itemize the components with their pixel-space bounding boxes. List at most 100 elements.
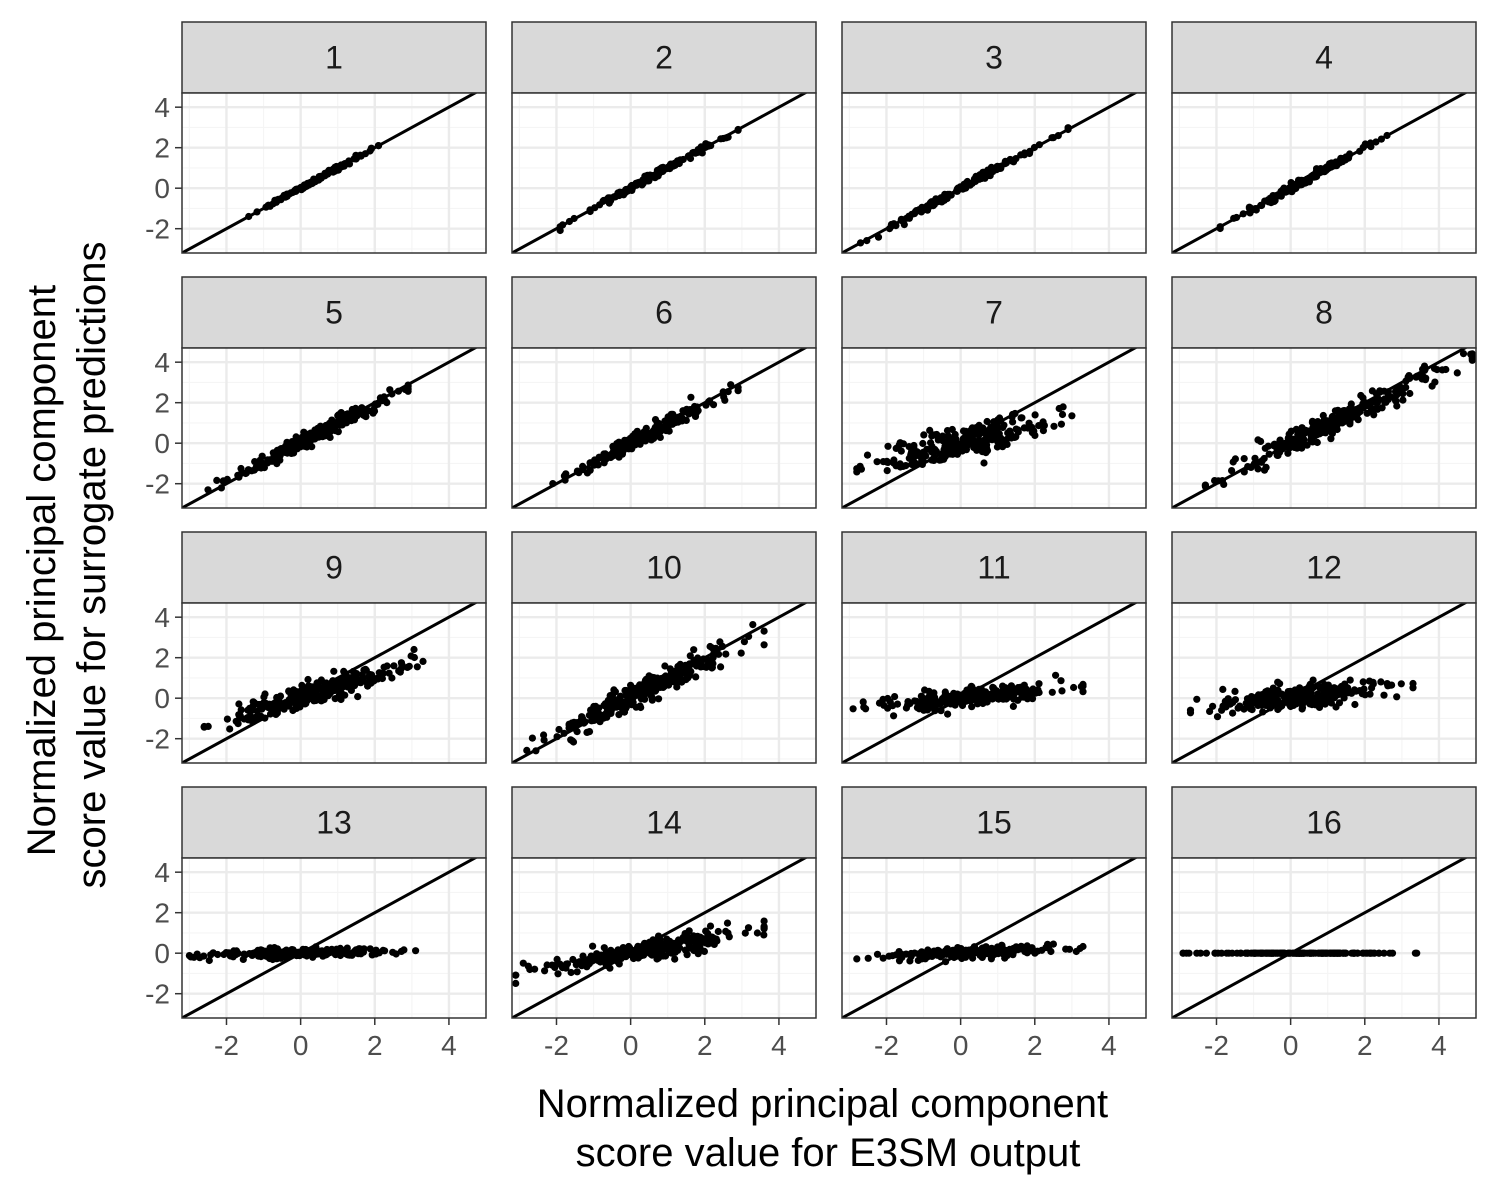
data-point — [313, 679, 321, 688]
data-point — [613, 956, 621, 964]
data-point — [589, 708, 597, 716]
data-point — [609, 948, 617, 956]
data-point — [290, 686, 298, 694]
data-point — [213, 476, 221, 484]
data-point — [1411, 949, 1419, 957]
data-point — [1230, 214, 1238, 222]
data-point — [1284, 949, 1292, 957]
y-tick-label: 4 — [154, 602, 170, 633]
x-axis-title-line-2: score value for E3SM output — [576, 1131, 1081, 1175]
data-point — [927, 439, 935, 447]
data-point — [209, 949, 217, 957]
y-axis-title-line-1: Normalized principal component — [20, 285, 64, 856]
data-point — [968, 703, 976, 711]
facet-panel-7: 7 — [841, 276, 1147, 509]
facet-strip-label: 12 — [1306, 550, 1342, 586]
data-point — [687, 393, 695, 401]
data-point — [1346, 413, 1354, 421]
x-tick-label: 2 — [697, 1030, 713, 1061]
data-point — [322, 421, 330, 430]
facet-strip — [511, 531, 817, 604]
data-point — [1079, 688, 1087, 696]
data-point — [692, 673, 700, 681]
data-point — [884, 442, 892, 450]
data-point — [1286, 687, 1294, 695]
data-point — [1001, 157, 1009, 165]
facet-panel-1: 1 -2 0 2 4 — [145, 21, 487, 254]
data-point — [690, 943, 699, 952]
data-point — [330, 667, 338, 675]
data-point — [691, 658, 699, 666]
data-point — [996, 440, 1004, 448]
data-point — [898, 950, 906, 959]
data-point — [863, 451, 872, 459]
data-point — [1245, 203, 1253, 211]
data-point — [1303, 685, 1312, 693]
data-point — [724, 929, 732, 937]
plot-area — [182, 93, 486, 253]
facet-strip-label: 8 — [1315, 295, 1333, 331]
data-point — [308, 179, 316, 188]
data-point — [659, 952, 667, 960]
data-point — [938, 194, 947, 202]
data-point — [1286, 185, 1294, 193]
data-point — [412, 947, 420, 955]
data-point — [675, 672, 683, 681]
data-point — [356, 678, 364, 687]
data-point — [1254, 436, 1262, 444]
data-point — [926, 951, 934, 960]
data-point — [1335, 949, 1343, 957]
data-point — [360, 666, 368, 674]
data-point — [1399, 396, 1407, 404]
data-point — [553, 733, 561, 741]
data-point — [661, 662, 669, 670]
data-point — [354, 950, 362, 958]
data-point — [1260, 466, 1269, 474]
data-point — [1009, 702, 1018, 711]
data-point — [1039, 418, 1047, 426]
data-point — [949, 447, 957, 455]
y-tick-label: 4 — [154, 92, 170, 123]
data-point — [695, 146, 703, 154]
data-point — [689, 932, 698, 940]
data-point — [298, 681, 306, 690]
data-point — [929, 202, 937, 210]
data-point — [617, 947, 625, 955]
data-point — [601, 700, 610, 708]
data-point — [723, 919, 732, 927]
data-point — [512, 971, 520, 979]
data-point — [1010, 695, 1018, 703]
data-point — [583, 469, 592, 477]
data-point — [939, 437, 947, 445]
data-point — [669, 160, 677, 168]
data-point — [674, 662, 682, 671]
data-point — [1380, 691, 1388, 699]
data-point — [1371, 405, 1379, 413]
data-point — [1405, 373, 1413, 381]
data-point — [1240, 455, 1248, 463]
data-point — [1206, 707, 1214, 716]
data-point — [734, 126, 742, 134]
data-point — [1250, 949, 1258, 957]
data-point — [592, 459, 600, 467]
data-point — [586, 459, 594, 467]
data-point — [905, 454, 913, 462]
data-point — [1219, 685, 1227, 694]
data-point — [883, 467, 891, 475]
panel-border — [841, 347, 1147, 509]
data-point — [1059, 403, 1067, 411]
data-point — [271, 702, 279, 710]
data-point — [655, 695, 663, 703]
data-point — [722, 650, 730, 658]
data-point — [1259, 708, 1267, 716]
data-point — [724, 388, 732, 396]
data-point — [930, 689, 938, 697]
data-point — [379, 669, 387, 678]
data-point — [1068, 412, 1076, 420]
data-point — [615, 711, 623, 719]
data-point — [1338, 409, 1346, 417]
data-point — [1442, 365, 1450, 374]
data-point — [1459, 350, 1468, 358]
data-point — [366, 945, 374, 953]
